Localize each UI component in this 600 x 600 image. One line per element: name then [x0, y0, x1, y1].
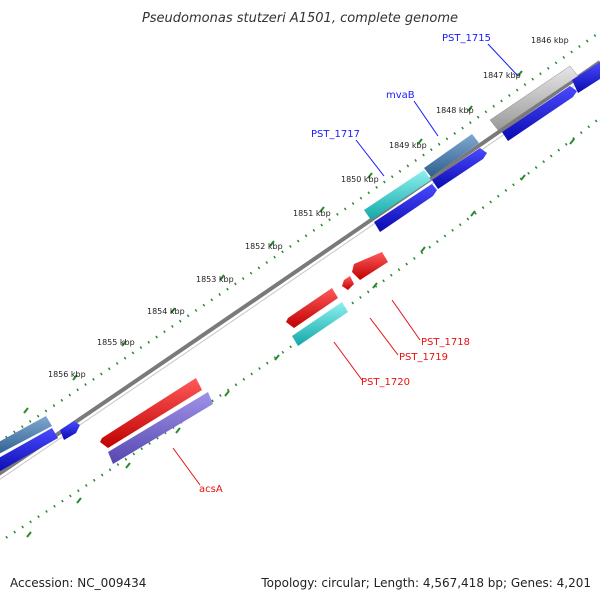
gene-PST_1715-segment[interactable]	[489, 65, 579, 131]
gene-fragment-cds[interactable]	[342, 276, 354, 290]
tick-label: 1846 kbp	[531, 36, 569, 45]
outer-dotted-guide	[0, 30, 600, 443]
tick-label: 1847 kbp	[483, 71, 521, 80]
gene-PST_1717-cds[interactable]	[374, 184, 437, 232]
gene-label-PST_1720[interactable]: PST_1720	[361, 377, 410, 388]
tick-labels: 1846 kbp 1847 kbp 1848 kbp 1849 kbp 1850…	[48, 36, 569, 379]
gene-mvaB-cds[interactable]	[432, 148, 487, 189]
label-leaders	[172, 43, 519, 486]
forward-track	[0, 62, 600, 474]
tick-label: 1854 kbp	[147, 307, 185, 316]
gene-label-PST_1715[interactable]: PST_1715	[442, 33, 491, 44]
tick-label: 1853 kbp	[196, 275, 234, 284]
genome-summary-text: Topology: circular; Length: 4,567,418 bp…	[261, 576, 591, 590]
gene-left-cds[interactable]	[0, 428, 58, 474]
tick-label: 1855 kbp	[97, 338, 135, 347]
tick-label: 1848 kbp	[436, 106, 474, 115]
tick-label: 1850 kbp	[341, 175, 379, 184]
accession-text: Accession: NC_009434	[10, 576, 147, 590]
gene-label-mvaB[interactable]: mvaB	[386, 90, 415, 101]
gene-mvaB-segment[interactable]	[424, 134, 479, 177]
gene-label-PST_1717[interactable]: PST_1717	[311, 129, 360, 140]
gene-acsA-cds[interactable]	[100, 378, 202, 448]
gene-cds-partial[interactable]	[572, 62, 600, 93]
gene-label-PST_1719[interactable]: PST_1719	[399, 352, 448, 363]
tick-label: 1851 kbp	[293, 209, 331, 218]
gene-labels: PST_1715 mvaB PST_1717 PST_1718 PST_1719…	[199, 33, 491, 495]
gene-left-segment[interactable]	[0, 416, 52, 456]
gene-PST_1717-segment[interactable]	[364, 170, 431, 220]
gene-PST_1715-cds[interactable]	[502, 86, 577, 141]
tick-label: 1852 kbp	[245, 242, 283, 251]
gene-acsA-segment[interactable]	[108, 392, 213, 464]
outer-major-ticks	[23, 70, 523, 414]
gene-small-cds[interactable]	[60, 421, 80, 440]
tick-label: 1849 kbp	[389, 141, 427, 150]
gene-PST_1718-cds[interactable]	[352, 252, 388, 280]
page-title: Pseudomonas stutzeri A1501, complete gen…	[142, 11, 458, 26]
reverse-track	[100, 252, 388, 464]
genome-backbone	[0, 60, 600, 476]
gene-label-acsA[interactable]: acsA	[199, 484, 223, 495]
gene-PST_1720-segment[interactable]	[292, 302, 348, 346]
tick-label: 1856 kbp	[48, 370, 86, 379]
gene-label-PST_1718[interactable]: PST_1718	[421, 337, 470, 348]
gene-PST_1719-cds[interactable]	[286, 288, 338, 328]
